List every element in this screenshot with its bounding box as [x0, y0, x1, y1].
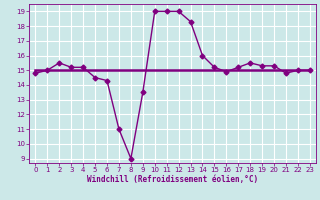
X-axis label: Windchill (Refroidissement éolien,°C): Windchill (Refroidissement éolien,°C) — [87, 175, 258, 184]
